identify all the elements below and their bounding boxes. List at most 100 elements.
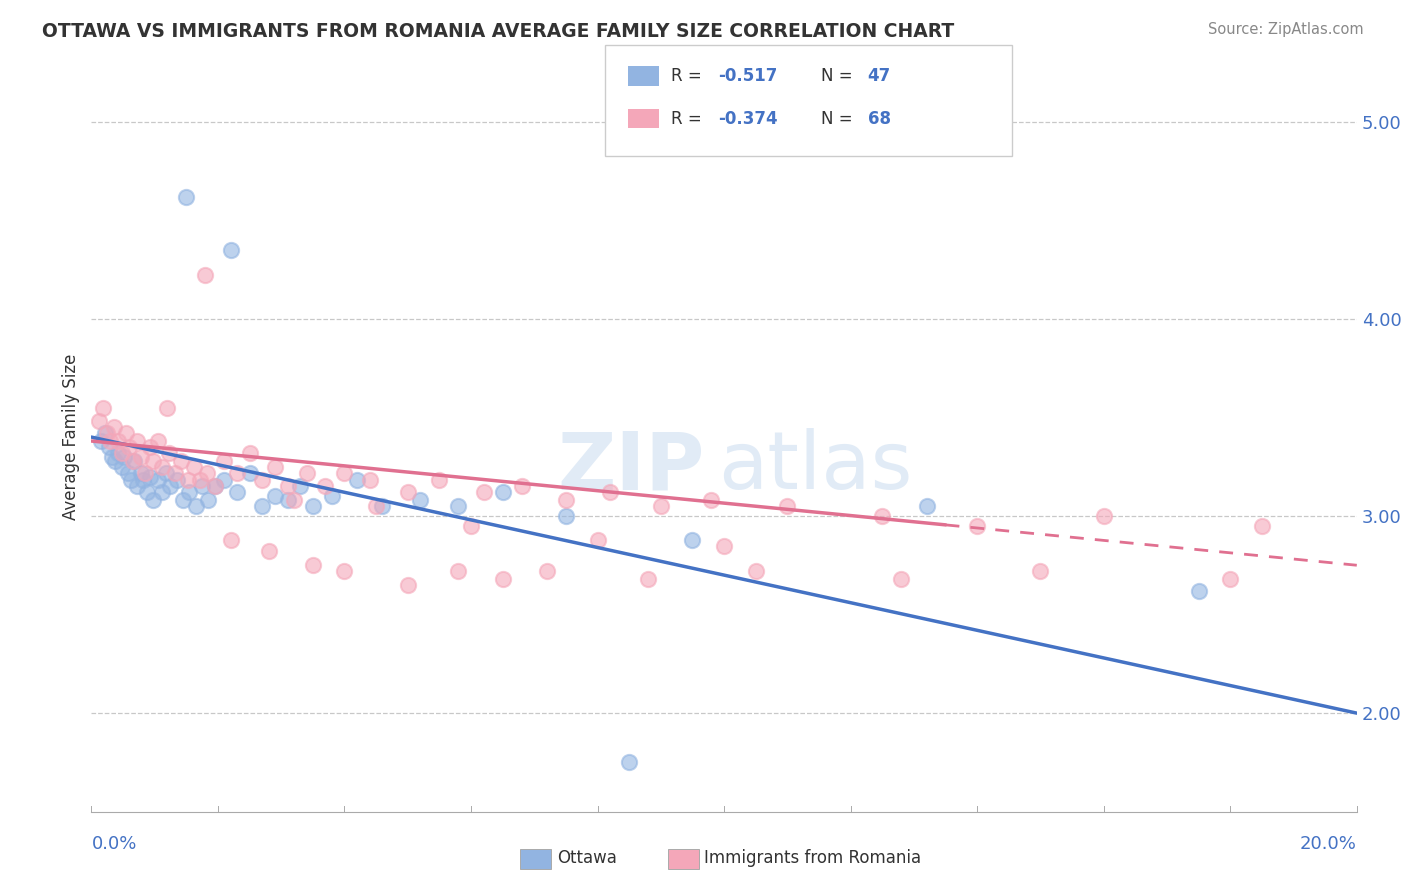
Point [966, 518, 988, 533]
Text: N =: N = [821, 67, 858, 85]
Point [214, 474, 236, 488]
Point [157, 446, 180, 460]
Point [264, 459, 287, 474]
Point [204, 479, 226, 493]
Point [277, 479, 299, 493]
Text: Source: ZipAtlas.com: Source: ZipAtlas.com [1208, 22, 1364, 37]
Point [204, 479, 226, 493]
Point [155, 466, 177, 480]
Point [195, 466, 218, 480]
Point [872, 508, 894, 523]
Point [114, 426, 136, 441]
Point [176, 474, 198, 488]
Point [163, 466, 186, 480]
Point [146, 434, 169, 448]
Point [188, 474, 211, 488]
Point [125, 479, 148, 493]
Point [142, 493, 165, 508]
Point [132, 474, 155, 488]
Point [257, 544, 280, 558]
Point [111, 446, 134, 460]
Text: ZIP: ZIP [558, 428, 706, 506]
Text: N =: N = [821, 110, 858, 128]
Point [146, 474, 169, 488]
Point [98, 434, 122, 448]
Point [252, 474, 274, 488]
Point [118, 440, 141, 454]
Point [150, 485, 173, 500]
Point [138, 440, 160, 454]
Text: 0.0%: 0.0% [91, 836, 136, 854]
Point [447, 564, 470, 578]
Text: -0.517: -0.517 [718, 67, 778, 85]
Text: OTTAWA VS IMMIGRANTS FROM ROMANIA AVERAGE FAMILY SIZE CORRELATION CHART: OTTAWA VS IMMIGRANTS FROM ROMANIA AVERAG… [42, 22, 955, 41]
Point [586, 533, 609, 547]
Point [214, 454, 236, 468]
Point [302, 558, 325, 573]
Point [346, 474, 368, 488]
Point [315, 479, 337, 493]
Point [129, 466, 152, 480]
Point [359, 474, 381, 488]
Point [156, 401, 179, 415]
Point [321, 489, 343, 503]
Point [98, 440, 121, 454]
Point [492, 485, 515, 500]
Point [536, 564, 558, 578]
Point [333, 466, 356, 480]
Point [117, 466, 139, 480]
Text: 68: 68 [868, 110, 890, 128]
Point [776, 499, 799, 513]
Point [396, 578, 419, 592]
Point [1092, 508, 1115, 523]
Point [111, 459, 134, 474]
Point [252, 499, 274, 513]
Text: 47: 47 [868, 67, 891, 85]
Point [396, 485, 419, 500]
Point [492, 572, 515, 586]
Point [302, 499, 325, 513]
Point [283, 493, 305, 508]
Point [409, 493, 432, 508]
Point [264, 489, 287, 503]
Text: Immigrants from Romania: Immigrants from Romania [704, 849, 921, 867]
Point [682, 533, 704, 547]
Point [1029, 564, 1052, 578]
Point [429, 474, 451, 488]
Point [125, 434, 148, 448]
Point [225, 485, 249, 500]
Point [96, 426, 118, 441]
Point [179, 485, 201, 500]
Point [134, 466, 156, 480]
Point [191, 479, 214, 493]
Point [87, 414, 110, 428]
Text: R =: R = [671, 67, 707, 85]
Point [277, 493, 299, 508]
Y-axis label: Average Family Size: Average Family Size [62, 354, 80, 520]
Point [107, 446, 129, 460]
Point [183, 459, 205, 474]
Point [290, 479, 312, 493]
Point [239, 446, 262, 460]
Point [619, 756, 641, 770]
Point [745, 564, 768, 578]
Point [166, 474, 188, 488]
Point [239, 466, 262, 480]
Point [112, 450, 135, 464]
Point [136, 485, 159, 500]
Point [129, 450, 152, 464]
Point [295, 466, 318, 480]
Point [142, 454, 165, 468]
Point [94, 426, 117, 441]
Text: 20.0%: 20.0% [1301, 836, 1357, 854]
Point [138, 469, 160, 483]
Point [172, 493, 194, 508]
Point [122, 454, 145, 468]
Point [107, 434, 129, 448]
Point [219, 243, 242, 257]
Point [194, 268, 217, 283]
Point [447, 499, 470, 513]
Point [91, 401, 114, 415]
Point [700, 493, 723, 508]
Point [460, 518, 482, 533]
